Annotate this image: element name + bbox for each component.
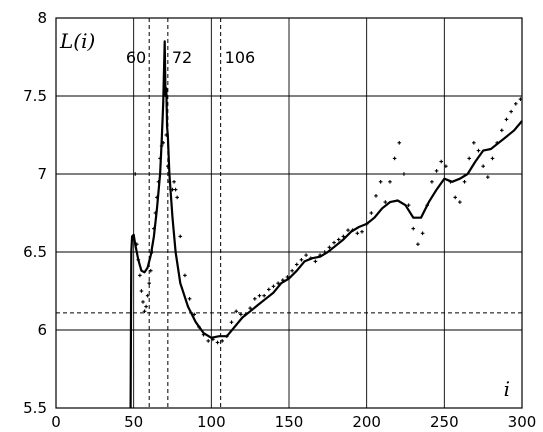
- series-1-point: [173, 187, 178, 192]
- gridlines: [56, 18, 522, 408]
- series-1-point: [276, 281, 280, 285]
- series-1-point: [138, 273, 142, 278]
- series-1-point: [172, 180, 176, 184]
- series-1-point: [148, 268, 153, 273]
- series-1-point: [360, 229, 364, 234]
- series-1-point: [229, 320, 234, 324]
- series-1-point: [411, 226, 416, 231]
- series-1-point: [346, 228, 350, 232]
- x-tick-label: 300: [508, 413, 537, 431]
- series-1-point: [509, 109, 513, 114]
- series-1-point: [133, 172, 138, 176]
- series-1-point: [332, 240, 336, 245]
- series-1-point: [378, 180, 383, 184]
- marker-label-60: 60: [126, 48, 146, 67]
- series-1-point: [490, 156, 495, 161]
- y-tick-label: 7: [37, 165, 47, 183]
- series-0-line: [129, 40, 523, 409]
- series-1-point: [145, 293, 150, 298]
- series-1-point: [392, 156, 397, 161]
- series-1-point: [453, 195, 458, 200]
- series-1-point: [253, 297, 257, 301]
- tick-labels: 0 50 100 150 200 250 300 5.5 6 6.5 7 7.5 8: [23, 9, 536, 431]
- series-1-point: [187, 297, 192, 301]
- series-1-point: [220, 339, 225, 343]
- x-tick-label: 50: [124, 413, 143, 431]
- series-1-point: [486, 175, 490, 179]
- plot-frame: [55, 17, 523, 409]
- series-1-point: [313, 259, 318, 264]
- series-1-point: [215, 340, 220, 345]
- series-1-point: [183, 273, 187, 278]
- series-1-point: [341, 234, 346, 239]
- y-tick-label: 6: [37, 321, 47, 339]
- y-axis-label: L(i): [59, 29, 95, 53]
- series-1-point: [472, 141, 476, 145]
- series-1-point: [234, 309, 238, 314]
- series-1-point: [406, 203, 411, 207]
- series-1-point: [458, 200, 462, 204]
- series-1-point: [239, 312, 243, 317]
- reference-lines: [56, 18, 522, 408]
- x-axis-label: i: [504, 377, 510, 401]
- y-tick-label: 8: [37, 9, 47, 27]
- series-1-point: [500, 128, 504, 133]
- series-1-point: [355, 231, 360, 236]
- series-1-point: [206, 339, 211, 343]
- series-1-point: [178, 234, 183, 239]
- series-1-point: [481, 164, 485, 168]
- series-1-point: [336, 237, 341, 242]
- series-1-point: [290, 268, 294, 273]
- y-tick-label: 5.5: [23, 399, 47, 417]
- series-1-point: [257, 293, 262, 298]
- series-1-point: [267, 287, 271, 292]
- series-1-point: [467, 156, 471, 161]
- series-1-point: [142, 309, 147, 314]
- series-1-point: [369, 211, 374, 215]
- series-1-point: [248, 306, 252, 310]
- line-series: [129, 40, 523, 409]
- series-1-point: [476, 148, 481, 153]
- series-1-point: [416, 242, 420, 246]
- series-1-point: [434, 169, 439, 173]
- series-1-point: [271, 284, 276, 289]
- series-1-point: [439, 159, 444, 164]
- y-tick-label: 7.5: [23, 87, 47, 105]
- series-1-point: [327, 245, 332, 250]
- series-1-point: [444, 164, 448, 168]
- series-1-point: [513, 102, 518, 106]
- series-1-point: [383, 200, 388, 204]
- series-1-point: [141, 300, 145, 304]
- x-tick-label: 150: [275, 413, 304, 431]
- x-tick-label: 200: [352, 413, 381, 431]
- x-tick-label: 0: [51, 413, 61, 431]
- series-1-point: [420, 231, 425, 236]
- x-tick-label: 250: [430, 413, 459, 431]
- series-1-point: [462, 180, 467, 184]
- marker-label-106: 106: [225, 48, 256, 67]
- series-1-point: [294, 262, 299, 267]
- annotations: 60 72 106 L(i) i: [59, 29, 510, 401]
- series-1-point: [147, 281, 151, 285]
- series-1-point: [504, 117, 509, 122]
- marker-label-72: 72: [172, 48, 192, 67]
- series-1-point: [175, 195, 179, 200]
- series-1-point: [139, 289, 144, 293]
- series-1-point: [304, 253, 308, 257]
- series-1-point: [374, 194, 378, 198]
- series-1-point: [388, 180, 392, 184]
- series-1-point: [430, 180, 434, 184]
- series-1-point: [402, 172, 406, 176]
- y-tick-label: 6.5: [23, 243, 47, 261]
- series-1-point: [397, 141, 402, 145]
- series-1-point: [144, 304, 148, 309]
- series-1-point: [262, 293, 266, 298]
- series-1-point: [299, 258, 304, 262]
- x-tick-label: 100: [197, 413, 226, 431]
